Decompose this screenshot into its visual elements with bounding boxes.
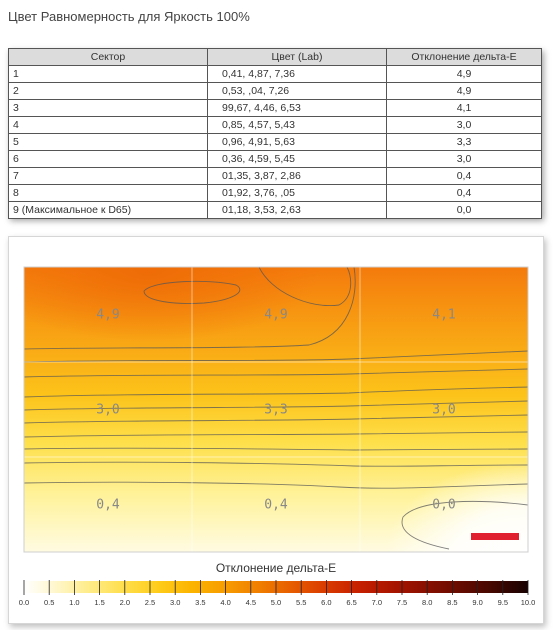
- delta-e-cell: 4,1: [387, 100, 542, 117]
- lab-cell: 01,18, 3,53, 2,63: [208, 202, 387, 219]
- colorbar-tick-label: 7.5: [397, 598, 407, 607]
- colorbar-tick-label: 4.5: [246, 598, 256, 607]
- table-row: 3 99,67, 4,46, 6,53 4,1: [9, 100, 542, 117]
- heatmap-field: 4,9 4,9 4,1 3,0 3,3 3,0 0,4 0,4 0,0: [9, 237, 528, 552]
- sector-value-label: 4,9: [96, 308, 119, 323]
- colorbar: 0.0 0.5 1.0 1.5 2.0 2.5 3.0 3.5 4.0 4.5 5.0 5.5 6.0 6…: [19, 580, 536, 607]
- colorbar-tick-label: 0.5: [44, 598, 54, 607]
- page-title: Цвет Равномерность для Яркость 100%: [8, 9, 250, 24]
- table-row: 4 0,85, 4,57, 5,43 3,0: [9, 117, 542, 134]
- lab-cell: 99,67, 4,46, 6,53: [208, 100, 387, 117]
- delta-e-cell: 0,4: [387, 185, 542, 202]
- table-row: 5 0,96, 4,91, 5,63 3,3: [9, 134, 542, 151]
- lab-cell: 0,85, 4,57, 5,43: [208, 117, 387, 134]
- sector-value-label: 4,9: [264, 308, 287, 323]
- uniformity-chart: 4,9 4,9 4,1 3,0 3,3 3,0 0,4 0,4 0,0 Отклонение д…: [9, 237, 543, 623]
- delta-e-cell: 3,3: [387, 134, 542, 151]
- delta-e-cell: 3,0: [387, 151, 542, 168]
- sector-cell: 5: [9, 134, 208, 151]
- delta-e-cell: 4,9: [387, 66, 542, 83]
- lab-cell: 01,92, 3,76, ,05: [208, 185, 387, 202]
- header-sector: Сектор: [9, 49, 208, 66]
- delta-e-cell: 3,0: [387, 117, 542, 134]
- sector-cell: 6: [9, 151, 208, 168]
- colorbar-tick-label: 1.5: [94, 598, 104, 607]
- sector-value-label: 3,0: [96, 403, 119, 418]
- sector-cell: 2: [9, 83, 208, 100]
- colorbar-tick-label: 3.0: [170, 598, 180, 607]
- colorbar-tick-label: 6.0: [321, 598, 331, 607]
- lab-cell: 0,41, 4,87, 7,36: [208, 66, 387, 83]
- header-delta-e: Отклонение дельта-E: [387, 49, 542, 66]
- table-header-row: Сектор Цвет (Lab) Отклонение дельта-E: [9, 49, 542, 66]
- colorbar-tick-label: 8.5: [447, 598, 457, 607]
- sector-value-label: 3,0: [432, 403, 455, 418]
- sector-cell: 4: [9, 117, 208, 134]
- delta-e-cell: 4,9: [387, 83, 542, 100]
- colorbar-tick-label: 7.0: [372, 598, 382, 607]
- table-row: 7 01,35, 3,87, 2,86 0,4: [9, 168, 542, 185]
- lab-cell: 01,35, 3,87, 2,86: [208, 168, 387, 185]
- heatmap-cool-zone: [269, 387, 528, 552]
- table-row: 9 (Максимальное к D65) 01,18, 3,53, 2,63 0…: [9, 202, 542, 219]
- delta-e-cell: 0,4: [387, 168, 542, 185]
- colorbar-tick-label: 5.0: [271, 598, 281, 607]
- colorbar-tick-label: 10.0: [521, 598, 536, 607]
- colorbar-tick-label: 9.5: [498, 598, 508, 607]
- colorbar-tick-label: 9.0: [472, 598, 482, 607]
- colorbar-tick-label: 5.5: [296, 598, 306, 607]
- lab-cell: 0,36, 4,59, 5,45: [208, 151, 387, 168]
- table-row: 2 0,53, ,04, 7,26 4,9: [9, 83, 542, 100]
- colorbar-tick-label: 3.5: [195, 598, 205, 607]
- table-row: 8 01,92, 3,76, ,05 0,4: [9, 185, 542, 202]
- sector-cell: 7: [9, 168, 208, 185]
- sector-value-label: 0,4: [264, 498, 288, 513]
- lab-cell: 0,53, ,04, 7,26: [208, 83, 387, 100]
- sector-cell: 1: [9, 66, 208, 83]
- uniformity-chart-panel: 4,9 4,9 4,1 3,0 3,3 3,0 0,4 0,4 0,0 Отклонение д…: [8, 236, 544, 624]
- sector-value-label: 0,0: [432, 498, 455, 513]
- lab-cell: 0,96, 4,91, 5,63: [208, 134, 387, 151]
- sector-value-label: 4,1: [432, 308, 455, 323]
- table-row: 1 0,41, 4,87, 7,36 4,9: [9, 66, 542, 83]
- sector-value-label: 0,4: [96, 498, 120, 513]
- sector-value-label: 3,3: [264, 403, 287, 418]
- sector-cell: 9 (Максимальное к D65): [9, 202, 208, 219]
- reference-marker: [471, 533, 519, 540]
- colorbar-tick-label: 2.0: [120, 598, 130, 607]
- delta-e-cell: 0,0: [387, 202, 542, 219]
- colorbar-tick-label: 2.5: [145, 598, 155, 607]
- colorbar-tick-label: 8.0: [422, 598, 432, 607]
- sector-cell: 8: [9, 185, 208, 202]
- colorbar-tick-label: 1.0: [69, 598, 79, 607]
- table-row: 6 0,36, 4,59, 5,45 3,0: [9, 151, 542, 168]
- colorbar-tick-label: 6.5: [346, 598, 356, 607]
- header-lab: Цвет (Lab): [208, 49, 387, 66]
- colorbar-tick-label: 0.0: [19, 598, 29, 607]
- sector-cell: 3: [9, 100, 208, 117]
- colorbar-tick-label: 4.0: [220, 598, 230, 607]
- colorbar-title: Отклонение дельта-E: [216, 561, 336, 575]
